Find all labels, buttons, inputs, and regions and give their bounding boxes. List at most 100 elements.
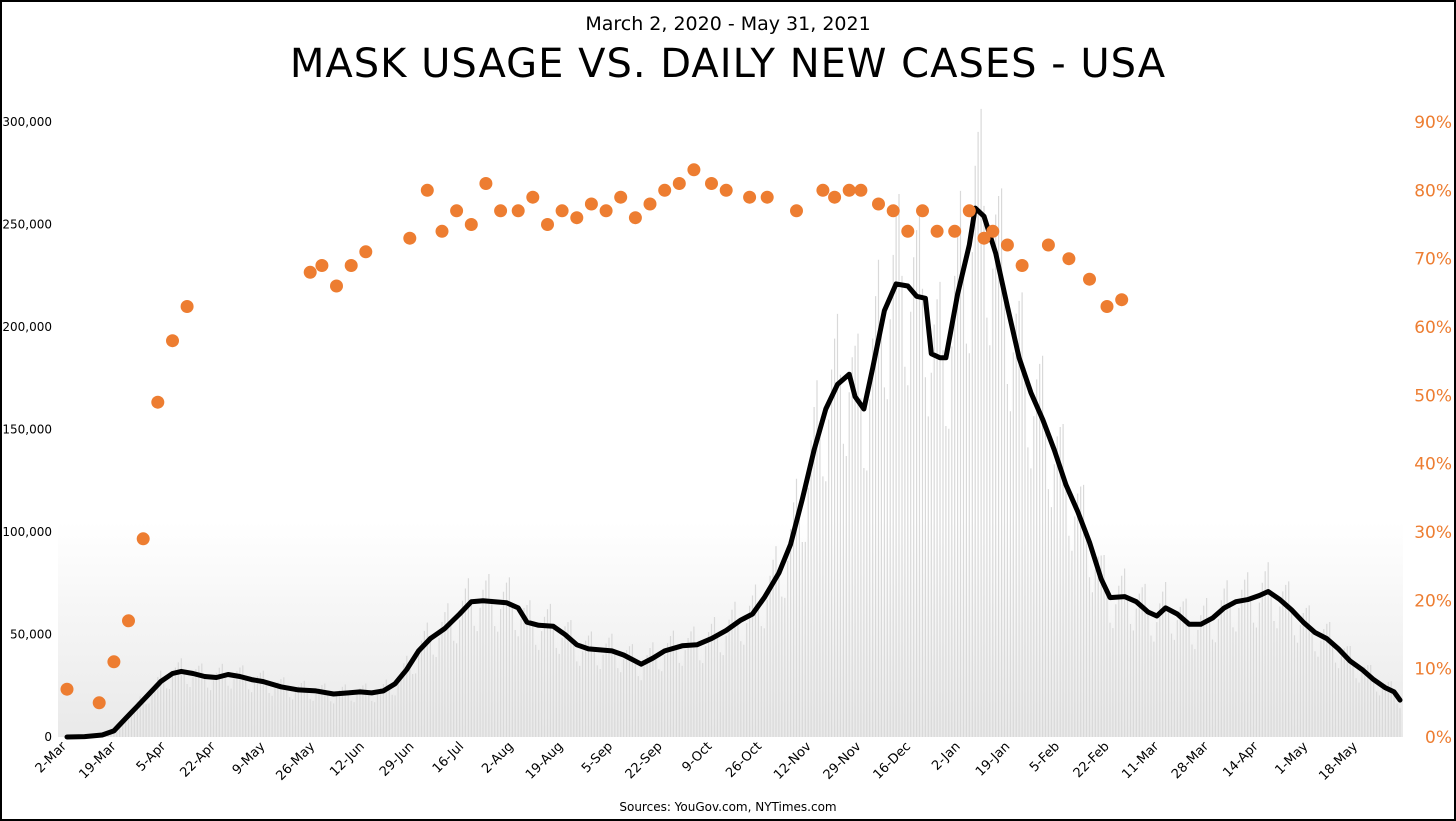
x-axis-tick-label: 5-Feb — [1027, 739, 1063, 775]
mask-usage-dot — [962, 204, 976, 218]
mask-usage-dot — [584, 197, 598, 211]
right-axis-tick-label: 50% — [1414, 386, 1452, 406]
left-axis-tick-label: 0 — [44, 730, 52, 744]
mask-usage-dot — [511, 204, 525, 218]
mask-usage-dot — [705, 177, 718, 190]
x-axis-tick-label: 1-May — [1272, 739, 1311, 778]
mask-usage-dot — [790, 204, 803, 218]
right-axis-tick-label: 30% — [1414, 523, 1452, 543]
chart-source: Sources: YouGov.com, NYTimes.com — [619, 800, 837, 814]
mask-usage-dot — [816, 183, 830, 197]
mask-usage-dot — [107, 655, 121, 669]
x-axis-tick-label: 16-Jul — [430, 739, 467, 776]
x-axis-tick-label: 12-Jun — [327, 739, 368, 780]
mask-usage-dot — [719, 183, 733, 197]
x-axis-tick-label: 29-Nov — [821, 739, 865, 783]
mask-usage-dot — [872, 197, 885, 211]
right-axis-tick-label: 10% — [1414, 660, 1452, 680]
x-axis-tick-label: 12-Nov — [771, 739, 815, 783]
left-axis-tick-label: 200,000 — [2, 320, 52, 334]
mask-usage-dot — [886, 204, 900, 218]
mask-usage-dot — [420, 183, 434, 197]
left-axis: 0 50,000 100,000 150,000 200,000 250,000 300,0… — [2, 115, 52, 744]
right-axis-tick-label: 90% — [1414, 113, 1452, 133]
mask-usage-dot — [464, 218, 478, 231]
mask-usage-dot — [986, 224, 1000, 238]
mask-usage-dot — [743, 190, 757, 204]
mask-usage-dot — [526, 190, 540, 204]
x-axis-tick-label: 9-May — [230, 739, 269, 778]
mask-usage-dot — [315, 259, 329, 272]
mask-usage-dot — [672, 177, 686, 190]
x-axis-tick-label: 18-May — [1316, 739, 1361, 784]
mask-usage-dot — [842, 183, 856, 197]
mask-usage-dot — [494, 204, 508, 218]
right-axis-tick-label: 80% — [1414, 181, 1452, 201]
mask-usage-dot — [1041, 238, 1055, 252]
mask-usage-dot — [180, 300, 194, 313]
x-axis-tick-label: 26-Oct — [723, 739, 765, 781]
left-axis-tick-label: 100,000 — [2, 525, 52, 539]
x-axis-tick-label: 2-Aug — [479, 739, 517, 777]
chart-title: MASK USAGE VS. DAILY NEW CASES - USA — [289, 41, 1167, 87]
x-axis-tick-label: 19-Mar — [77, 739, 120, 782]
daily-case-bars — [69, 108, 1401, 737]
mask-usage-dot — [166, 334, 179, 348]
mask-usage-dot — [435, 224, 449, 238]
x-axis: 2-Mar 19-Mar 5-Apr 22-Apr 9-May 26-May 12-Jun 2… — [33, 739, 1361, 784]
mask-usage-dot — [359, 245, 373, 259]
x-axis-tick-label: 5-Apr — [134, 739, 170, 775]
mask-usage-dot — [1100, 300, 1114, 313]
right-axis-tick-label: 40% — [1414, 455, 1452, 475]
cases-line — [64, 205, 1403, 740]
mask-usage-dot — [948, 224, 962, 238]
mask-usage-dot — [628, 211, 642, 225]
mask-usage-dot — [555, 204, 569, 218]
x-axis-tick-label: 22-Feb — [1071, 739, 1113, 781]
right-axis-tick-label: 20% — [1414, 591, 1452, 611]
mask-usage-dot — [854, 183, 868, 197]
x-axis-tick-label: 5-Sep — [579, 739, 616, 776]
x-axis-tick-label: 22-Apr — [177, 739, 219, 781]
mask-usage-dot — [570, 211, 584, 225]
right-axis-tick-label: 60% — [1414, 318, 1452, 338]
mask-usage-dot — [599, 204, 613, 218]
x-axis-tick-label: 19-Jan — [973, 739, 1013, 779]
mask-usage-dot — [60, 682, 74, 696]
mask-usage-dot — [1115, 293, 1129, 307]
right-axis-tick-label: 70% — [1414, 250, 1452, 270]
mask-usage-dot — [828, 190, 842, 204]
left-axis-tick-label: 150,000 — [2, 423, 52, 437]
right-axis-tick-label: 0% — [1425, 728, 1452, 748]
left-axis-tick-label: 50,000 — [10, 628, 52, 642]
x-axis-tick-label: 28-Mar — [1169, 739, 1212, 782]
mask-usage-dot — [450, 204, 464, 218]
x-axis-tick-label: 29-Jun — [377, 739, 418, 780]
mask-usage-dot — [403, 231, 417, 245]
x-axis-tick-label: 2-Mar — [33, 739, 71, 777]
mask-usage-dot — [760, 190, 774, 204]
mask-usage-dot — [344, 259, 358, 272]
mask-usage-dot — [1083, 272, 1096, 286]
chart-subtitle: March 2, 2020 - May 31, 2021 — [585, 13, 871, 35]
mask-usage-dot — [916, 204, 929, 218]
mask-usage-dot — [136, 532, 150, 546]
mask-usage-dot — [1000, 238, 1014, 252]
mask-usage-dot — [643, 197, 657, 211]
right-axis: 0% 10% 20% 30% 40% 50% 60% 70% 80% 90% — [1414, 113, 1452, 748]
mask-usage-dot — [303, 265, 317, 279]
mask-usage-dot — [541, 218, 554, 231]
mask-usage-dot — [151, 395, 165, 409]
x-axis-tick-label: 2-Jan — [929, 739, 963, 773]
mask-usage-dot — [614, 190, 628, 204]
mask-usage-dot — [687, 163, 701, 177]
mask-usage-dot — [330, 279, 343, 293]
x-axis-tick-label: 9-Oct — [679, 739, 715, 775]
x-axis-tick-label: 19-Aug — [523, 739, 566, 782]
x-axis-tick-label: 16-Dec — [871, 739, 914, 782]
mask-usage-dot — [901, 224, 915, 238]
mask-usage-dot — [658, 183, 672, 197]
mask-usage-dot — [1015, 259, 1029, 272]
mask-usage-dot — [930, 224, 944, 238]
